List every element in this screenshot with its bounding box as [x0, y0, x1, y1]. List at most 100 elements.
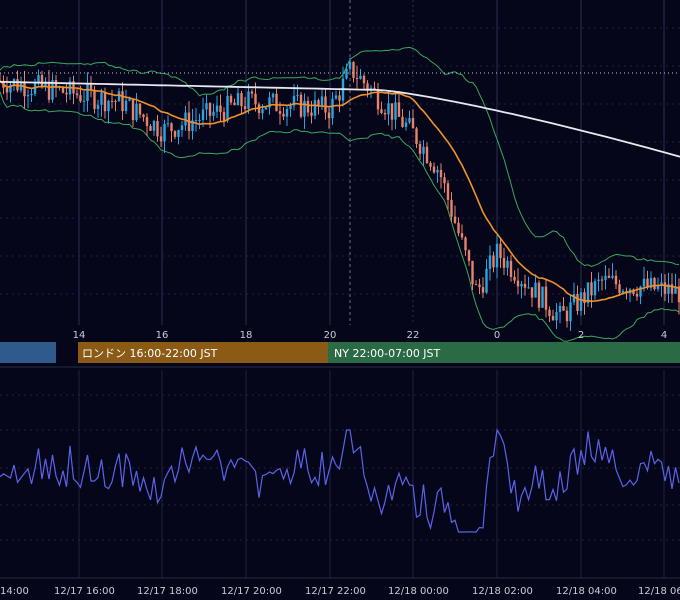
candle-body [240, 93, 243, 107]
candle-body [432, 166, 436, 173]
candle-body [516, 280, 520, 287]
candle-body [166, 123, 170, 125]
candle-body [362, 75, 366, 84]
session-london-label: ロンドン 16:00-22:00 JST [82, 347, 218, 360]
candle-body [205, 103, 208, 110]
candle-body [128, 98, 131, 101]
candle-body [184, 112, 187, 126]
candle-body [670, 284, 674, 294]
candle-body [348, 61, 352, 70]
main-x-tick: 22 [407, 330, 420, 341]
price-panel[interactable] [0, 0, 680, 342]
candle-body [208, 103, 212, 116]
candle-body [247, 91, 250, 109]
moving-average-slow [0, 80, 680, 158]
candle-body [107, 100, 110, 112]
main-x-tick: 4 [661, 330, 667, 341]
candle-body [236, 93, 240, 106]
candle-body [576, 294, 579, 311]
candle-body [632, 289, 635, 295]
candle-body [212, 111, 215, 116]
candle-body [222, 112, 226, 121]
candle-body [331, 98, 334, 119]
candle-body [9, 84, 12, 93]
candle-body [478, 284, 481, 288]
candle-body [621, 290, 625, 293]
candle-body [677, 286, 680, 303]
candle-body [397, 102, 401, 117]
candle-body [376, 89, 380, 110]
candle-body [649, 277, 653, 288]
candle-body [401, 116, 404, 127]
candle-body [79, 95, 82, 102]
candle-body [394, 102, 397, 120]
candle-body [355, 77, 359, 79]
bollinger-upper-band [0, 46, 680, 268]
main-x-axis: 14 16 18 20 22 0 2 4 [73, 330, 668, 341]
candle-body [156, 120, 159, 137]
candle-body [499, 243, 502, 258]
candle-body [327, 112, 331, 119]
candle-body [520, 283, 523, 287]
candle-body [149, 126, 152, 131]
candle-body [23, 82, 26, 97]
candle-body [537, 282, 541, 308]
candle-body [530, 287, 534, 298]
candle-body [51, 80, 54, 100]
candle-body [138, 103, 142, 115]
candle-body [502, 257, 506, 268]
candle-body [170, 123, 173, 132]
candle-body [47, 81, 51, 100]
candle-body [163, 123, 166, 142]
session-london [78, 342, 328, 363]
bottom-x-tick: 12/17 16:00 [54, 586, 115, 597]
candle-body [100, 92, 103, 105]
moving-averages [0, 80, 680, 303]
candle-body [569, 302, 572, 322]
candle-body [551, 316, 555, 321]
candle-body [89, 83, 93, 91]
main-x-tick: 16 [156, 330, 169, 341]
candle-body [446, 183, 450, 200]
candle-body [250, 91, 254, 94]
oscillator-panel[interactable] [0, 370, 680, 578]
candle-body [565, 310, 569, 322]
candle-body [310, 112, 313, 116]
bottom-x-tick: 12/17 22:00 [305, 586, 366, 597]
main-x-tick: 14 [73, 330, 86, 341]
candle-body [457, 222, 460, 234]
candle-body [443, 177, 446, 184]
candle-body [268, 97, 271, 108]
moving-average-fast [0, 80, 680, 303]
candle-body [264, 107, 268, 110]
main-x-tick: 0 [494, 330, 500, 341]
candle-body [544, 286, 548, 310]
candle-body [180, 125, 184, 131]
candle-body [275, 93, 278, 112]
candle-body [579, 292, 583, 311]
bottom-x-tick: 12/18 06: [638, 586, 680, 597]
candle-body [618, 284, 621, 293]
candle-body [201, 109, 205, 121]
candle-body [604, 275, 607, 281]
candle-body [40, 75, 44, 87]
candle-body [173, 131, 177, 137]
main-x-tick: 2 [578, 330, 584, 341]
candle-body [359, 75, 362, 79]
bottom-x-tick: 14:00 [0, 586, 29, 597]
candle-body [464, 237, 467, 251]
candle-body [548, 309, 551, 317]
candle-body [124, 100, 128, 112]
main-x-tick: 20 [324, 330, 337, 341]
candle-body [600, 279, 604, 281]
session-bar: ロンドン 16:00-22:00 JST NY 22:00-07:00 JST [0, 342, 680, 363]
candle-body [513, 276, 516, 281]
candle-body [334, 95, 338, 99]
candle-body [110, 100, 114, 102]
candle-body [285, 108, 289, 117]
candle-body [562, 305, 565, 311]
candle-body [296, 94, 299, 96]
candle-body [422, 146, 425, 154]
candle-body [26, 95, 30, 97]
candle-body [390, 103, 394, 120]
